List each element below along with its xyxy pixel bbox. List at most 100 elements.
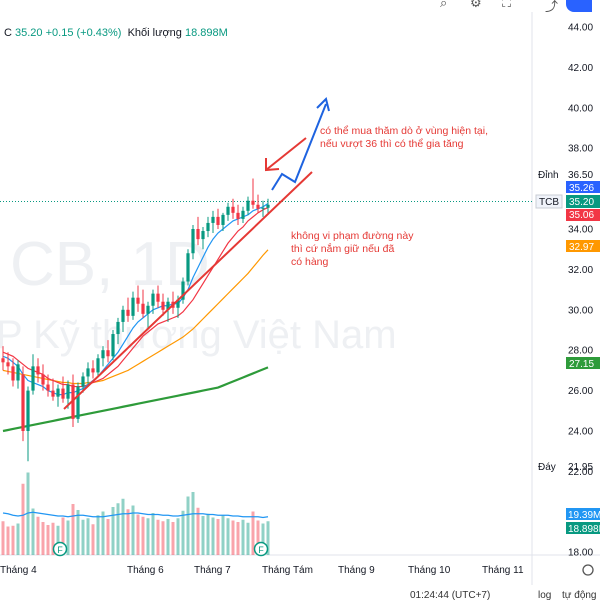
price-axis[interactable]: 18.0020.0022.0024.0026.0028.0030.0032.00… — [568, 23, 593, 559]
candle — [226, 202, 230, 221]
candle — [251, 178, 255, 209]
dividend-marker[interactable]: F — [52, 541, 68, 557]
share-icon[interactable]: ⤴ — [545, 0, 559, 15]
candle — [56, 384, 60, 407]
log-toggle[interactable]: log — [538, 590, 552, 601]
volume-bar — [66, 520, 70, 555]
time-tick-label: Tháng 9 — [338, 565, 375, 576]
time-tick-label: Tháng 4 — [0, 565, 37, 576]
vol-ma-value: 19.39M — [568, 510, 600, 521]
ma-d-tag — [566, 357, 600, 369]
volume-bar — [31, 508, 35, 555]
status-bar: 01:24:44 (UTC+7) log tự động — [0, 588, 600, 601]
volume-bar — [246, 522, 250, 555]
candle — [146, 301, 150, 328]
candle — [91, 360, 95, 379]
volume-bar — [141, 516, 145, 555]
last-price-value: 35.20 — [569, 197, 594, 208]
volume-bar — [81, 519, 85, 555]
candle — [41, 364, 45, 391]
candle — [266, 198, 270, 213]
price-tick-label: 34.00 — [568, 225, 593, 236]
time-tick-label: Tháng Tám — [262, 565, 313, 576]
volume-bar — [136, 514, 140, 555]
candle — [116, 317, 120, 345]
candle — [156, 285, 160, 308]
volume-bar — [101, 511, 105, 555]
ma-slow-line — [2, 249, 269, 385]
candle — [186, 249, 190, 286]
volume-bar — [131, 505, 135, 555]
volume-bar — [116, 503, 120, 555]
volume-bar — [191, 492, 195, 555]
volume-bar — [96, 515, 100, 555]
candle — [236, 204, 240, 225]
hold-note: không vi phạm đường này thì cứ nắm giữ n… — [291, 230, 416, 268]
volume-bar — [186, 496, 190, 555]
volume-bar — [51, 522, 55, 555]
candle — [206, 216, 210, 238]
volume-bar — [151, 513, 155, 555]
ma-b-tag — [566, 209, 600, 221]
status-time: 01:24:44 (UTC+7) — [410, 590, 491, 601]
volume-bar — [241, 519, 245, 555]
search-icon[interactable]: ⌕ — [440, 0, 448, 11]
candle — [181, 277, 185, 304]
candle — [31, 354, 35, 395]
volume-layer — [1, 472, 270, 555]
candle — [61, 376, 65, 403]
symbol-legend: C 35.20 +0.15 (+0.43%) Khối lượng 18.898… — [4, 27, 228, 39]
red-arrow[interactable] — [265, 137, 307, 172]
price-tick-label: 26.00 — [568, 386, 593, 397]
candle — [76, 382, 80, 423]
corner-action-button[interactable] — [566, 0, 592, 12]
candle — [211, 210, 215, 234]
volume-ma-line — [2, 511, 269, 519]
fullscreen-icon[interactable]: ⛶ — [502, 0, 512, 11]
buy-note-line1: có thể mua thăm dò ở vùng hiện tại, — [320, 125, 488, 137]
price-tick-label: 44.00 — [568, 23, 593, 34]
ma-c-value: 32.97 — [569, 242, 594, 253]
top-toolbar: ⌕ ⚙ ⛶ ⤴ — [0, 0, 600, 15]
volume-bar — [231, 520, 235, 555]
support-trendline[interactable] — [63, 171, 313, 410]
volume-bar — [206, 513, 210, 555]
volume-bar — [201, 516, 205, 555]
volume-bar — [16, 523, 20, 555]
gear-icon[interactable]: ⚙ — [470, 0, 482, 11]
hold-note-line1: không vi phạm đường này — [291, 230, 414, 242]
axis-settings-icon[interactable] — [582, 564, 594, 576]
volume-bar — [86, 518, 90, 555]
candle — [196, 216, 200, 246]
candle — [81, 372, 85, 393]
candle — [1, 346, 5, 371]
time-axis[interactable]: Tháng 4 Tháng 6 Tháng 7 Tháng Tám Tháng 9 Thá… — [0, 565, 524, 576]
volume-bar — [161, 521, 165, 555]
volume-bar — [216, 519, 220, 555]
volume-bar — [166, 519, 170, 555]
candle — [221, 212, 225, 232]
candle — [11, 358, 15, 387]
buy-note-line2: nếu vượt 36 thì có thể gia tăng — [320, 138, 464, 150]
candle — [151, 289, 155, 314]
time-tick-label: Tháng 7 — [194, 565, 231, 576]
blue-projection-arrow[interactable] — [271, 97, 330, 191]
time-tick-label: Tháng 10 — [408, 565, 451, 576]
volume-bar — [21, 483, 25, 555]
auto-toggle[interactable]: tự động — [562, 590, 597, 601]
time-tick-label: Tháng 6 — [127, 565, 164, 576]
volume-bar — [226, 518, 230, 555]
legend-volume-value: 18.898M — [184, 27, 228, 39]
volume-bar — [6, 526, 10, 555]
volume-bar — [251, 511, 255, 555]
volume-bar — [91, 524, 95, 555]
volume-bar — [56, 525, 60, 555]
volume-bar — [156, 519, 160, 555]
dividend-marker[interactable]: F — [253, 541, 269, 557]
ma-b-value: 35.06 — [569, 210, 594, 221]
candle — [21, 366, 25, 442]
ma-a-value: 35.26 — [569, 183, 594, 194]
candle — [201, 226, 205, 250]
price-labels: Đỉnh 36.50 35.26 TCB 35.20 35.06 32.97 2… — [535, 169, 600, 535]
